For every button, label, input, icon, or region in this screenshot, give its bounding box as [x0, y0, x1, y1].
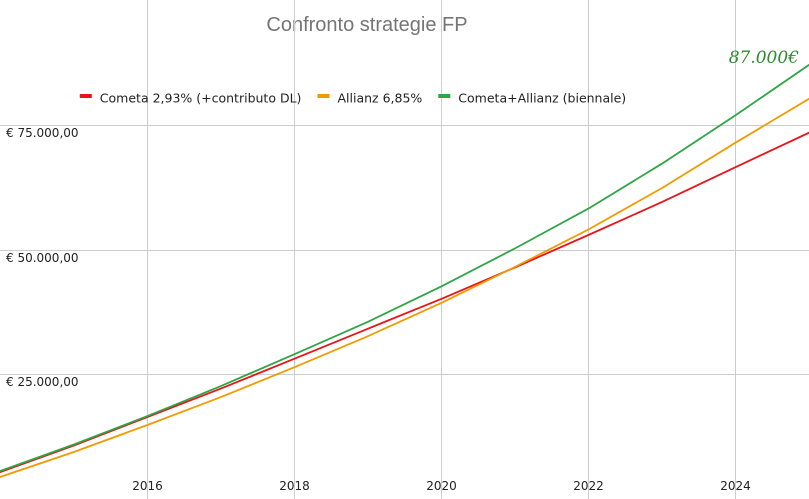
series-lines: [0, 64, 809, 478]
x-tick-label: 2016: [132, 479, 163, 493]
x-tick-label: 2022: [573, 479, 604, 493]
x-tick-label: 2020: [426, 479, 457, 493]
series-line-3: [0, 64, 809, 472]
legend: Cometa 2,93% (+contributo DL) Allianz 6,8…: [79, 91, 626, 106]
y-tick-label: € 75.000,00: [6, 126, 79, 140]
legend-swatch: [317, 94, 330, 98]
series-line-1: [0, 131, 809, 473]
chart-title: Confronto strategie FP: [266, 14, 467, 36]
legend-label: Cometa 2,93% (+contributo DL): [100, 91, 302, 106]
series-line-2: [0, 97, 809, 478]
legend-item-3: Cometa+Allianz (biennale): [438, 91, 626, 106]
y-tick-label: € 25.000,00: [6, 375, 79, 389]
x-tick-label: 2018: [279, 479, 310, 493]
y-axis-tick-labels: € 25.000,00 € 50.000,00 € 75.000,00: [6, 126, 79, 389]
y-tick-label: € 50.000,00: [6, 251, 79, 265]
legend-item-2: Allianz 6,85%: [317, 91, 423, 106]
legend-swatch: [438, 94, 451, 98]
legend-label: Cometa+Allianz (biennale): [458, 91, 626, 106]
legend-label: Allianz 6,85%: [338, 91, 423, 106]
legend-swatch: [79, 94, 92, 98]
x-tick-label: 2024: [720, 479, 751, 493]
legend-item-1: Cometa 2,93% (+contributo DL): [79, 91, 302, 106]
x-axis-tick-labels: 2016 2018 2020 2022 2024: [132, 479, 751, 493]
final-value-annotation: 87.000€: [729, 48, 799, 68]
